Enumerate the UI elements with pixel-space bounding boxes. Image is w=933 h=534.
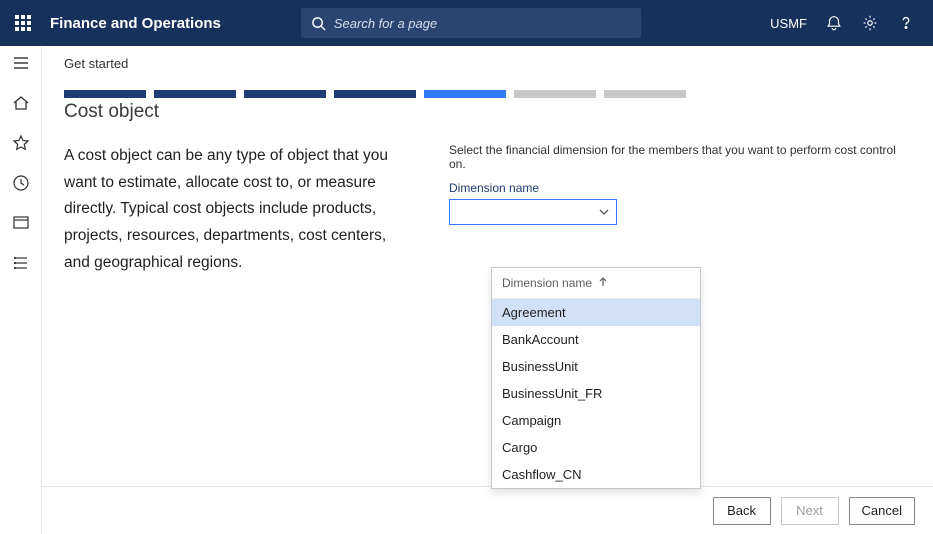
help-icon[interactable]: [897, 14, 915, 32]
app-launcher-button[interactable]: [0, 0, 46, 46]
dimension-name-dropdown: Dimension name AgreementBankAccountBusin…: [491, 267, 701, 489]
top-navbar: Finance and Operations USMF: [0, 0, 933, 46]
progress-step: [334, 90, 416, 98]
notifications-icon[interactable]: [825, 14, 843, 32]
field-label: Dimension name: [449, 181, 911, 195]
star-icon[interactable]: [12, 134, 30, 152]
search-icon: [311, 16, 326, 31]
progress-step: [604, 90, 686, 98]
gear-icon[interactable]: [861, 14, 879, 32]
hamburger-icon[interactable]: [12, 54, 30, 72]
dropdown-option[interactable]: Campaign: [492, 407, 700, 434]
dropdown-option[interactable]: BankAccount: [492, 326, 700, 353]
dropdown-header-label: Dimension name: [502, 276, 592, 290]
dropdown-option[interactable]: Cashflow_CN: [492, 461, 700, 488]
waffle-icon: [15, 15, 31, 31]
sort-asc-icon: [598, 276, 608, 290]
chevron-down-icon: [598, 206, 610, 218]
modules-icon[interactable]: [12, 254, 30, 272]
dropdown-column-header[interactable]: Dimension name: [492, 268, 700, 299]
dropdown-option[interactable]: BusinessUnit_FR: [492, 380, 700, 407]
progress-step: [244, 90, 326, 98]
progress-step: [514, 90, 596, 98]
next-button[interactable]: Next: [781, 497, 839, 525]
app-title: Finance and Operations: [46, 15, 221, 32]
form-instruction: Select the financial dimension for the m…: [449, 143, 911, 171]
search-box[interactable]: [301, 8, 641, 38]
page-description: A cost object can be any type of object …: [64, 143, 409, 486]
workspace-icon[interactable]: [12, 214, 30, 232]
back-button[interactable]: Back: [713, 497, 771, 525]
progress-step: [154, 90, 236, 98]
dimension-name-combobox[interactable]: [449, 199, 617, 225]
progress-step: [64, 90, 146, 98]
search-input[interactable]: [334, 16, 631, 31]
progress-step-current: [424, 90, 506, 98]
page-title: Cost object: [42, 77, 933, 139]
recent-icon[interactable]: [12, 174, 30, 192]
company-label[interactable]: USMF: [770, 16, 807, 31]
home-icon[interactable]: [12, 94, 30, 112]
breadcrumb[interactable]: Get started: [42, 46, 933, 77]
dropdown-option[interactable]: Agreement: [492, 299, 700, 326]
dropdown-option[interactable]: Cargo: [492, 434, 700, 461]
side-rail: [0, 46, 42, 534]
cancel-button[interactable]: Cancel: [849, 497, 915, 525]
wizard-footer: Back Next Cancel: [42, 486, 933, 534]
dropdown-option[interactable]: BusinessUnit: [492, 353, 700, 380]
wizard-progress: [42, 90, 708, 98]
